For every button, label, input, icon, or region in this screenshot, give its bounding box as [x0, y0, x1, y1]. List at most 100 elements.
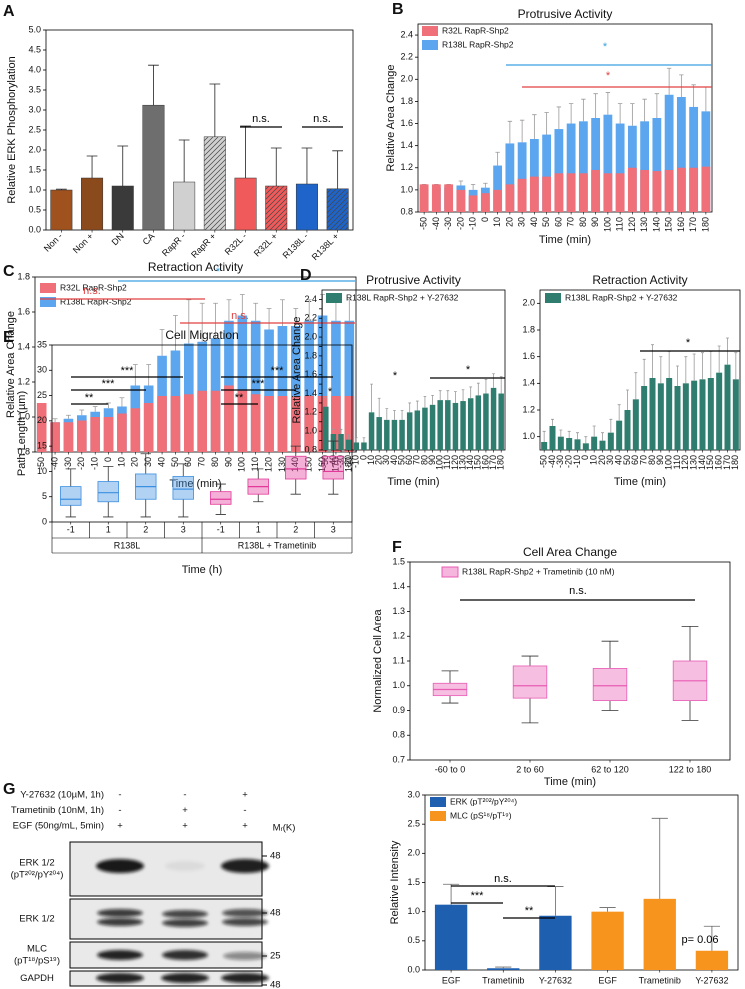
bar — [467, 398, 474, 450]
x-tick-label: Y-27632 — [539, 975, 572, 985]
error-bar — [119, 397, 125, 407]
y-tick-label: 1.2 — [522, 404, 535, 414]
error-bar — [52, 418, 58, 423]
y-tick-label: 3.5 — [28, 84, 41, 94]
bar — [701, 111, 711, 212]
bar — [50, 189, 73, 231]
error-bar — [159, 329, 165, 356]
x-tick-label: 110 — [250, 457, 260, 471]
error-bar — [599, 907, 616, 912]
error-bar — [666, 67, 672, 95]
bar — [468, 195, 478, 212]
annotation: ** — [525, 905, 534, 917]
x-tick-label: 10 — [589, 455, 599, 465]
x-tick-label: 180 — [700, 217, 710, 232]
error-bar — [339, 428, 343, 434]
x-tick-label: 120 — [263, 457, 273, 472]
y-tick-label: 2.0 — [407, 848, 420, 858]
treatment-sign: - — [118, 805, 121, 816]
error-bar — [495, 151, 500, 166]
error-bar — [483, 182, 488, 188]
bar — [643, 898, 676, 970]
error-bar — [178, 139, 190, 182]
bar — [384, 419, 390, 450]
bar — [197, 390, 208, 452]
legend-swatch — [430, 811, 446, 821]
x-tick-label: 170 — [688, 217, 698, 232]
x-tick-label: 170 — [330, 457, 340, 472]
bar — [554, 129, 564, 212]
error-bar — [431, 395, 434, 405]
y-tick-label: 1.0 — [392, 680, 405, 690]
blot-row-label: (pT¹⁸/pS¹⁹) — [14, 956, 60, 967]
x-tick-label: -20 — [76, 457, 86, 470]
error-bar — [461, 389, 465, 402]
y-tick-label: 1.0 — [28, 184, 41, 194]
bar — [264, 396, 274, 452]
plot-frame — [34, 276, 357, 453]
bar — [326, 188, 349, 231]
y-tick-label: 2.5 — [28, 124, 41, 134]
bar — [399, 419, 405, 450]
y-tick-label: 2.4 — [304, 294, 317, 304]
y-tick-label: 1.2 — [17, 376, 30, 386]
y-tick-label: 1.4 — [400, 140, 413, 150]
bar — [591, 118, 601, 212]
bar — [361, 442, 367, 450]
bar — [574, 439, 581, 450]
x-tick-label: -1 — [67, 524, 75, 534]
legend-label: ERK (pT²⁰²/pY²⁰⁴) — [450, 796, 517, 806]
chart: 0.0 0.5 1.0 1.5 2.0 2.5 3.0 3.5 4.0 4.5 5.0 Relativ… — [6, 24, 354, 262]
error-bar — [86, 155, 98, 178]
error-bar — [79, 409, 85, 416]
x-axis-label: Time (h) — [182, 564, 223, 576]
box — [592, 668, 628, 701]
bar — [607, 432, 614, 450]
x-tick-label: 20 — [504, 217, 514, 227]
x-tick-label: 140 — [651, 217, 661, 232]
bar — [81, 177, 104, 231]
treatment-sign: - — [243, 805, 246, 816]
bar — [657, 383, 664, 450]
x-tick-label: 3 — [181, 524, 186, 534]
y-tick-label: 4.0 — [28, 64, 41, 74]
bar — [640, 121, 650, 212]
panel-letter: A — [3, 3, 15, 20]
annotation: * — [393, 370, 398, 382]
bar — [130, 408, 141, 452]
x-tick-label: 150 — [473, 455, 483, 470]
annotation: n.s. — [252, 113, 270, 125]
error-bar — [717, 345, 721, 373]
bar — [493, 189, 503, 212]
treatment-sign: + — [182, 805, 188, 816]
error-bar — [132, 364, 138, 386]
x-tick-label: 40 — [614, 455, 624, 465]
bar — [505, 143, 515, 212]
y-tick-label: 0.0 — [407, 964, 420, 974]
y-tick-label: 1.1 — [392, 655, 405, 665]
whisker — [140, 453, 151, 518]
annotation: n.s. — [313, 113, 331, 125]
mr-label: Mᵣ(K) — [273, 823, 296, 834]
blot-band — [222, 909, 268, 917]
legend-label: R138L RapR-Shp2 — [60, 296, 132, 306]
y-tick-label: 5.0 — [28, 24, 41, 34]
x-tick-label: 160 — [714, 455, 724, 470]
whisker — [103, 465, 114, 518]
annotation: n.s. — [231, 310, 249, 322]
annotation: *** — [102, 378, 116, 390]
x-tick-label: 50 — [622, 455, 632, 465]
error-bar — [734, 352, 738, 380]
bar — [142, 104, 165, 231]
bar — [487, 968, 520, 970]
y-tick-label: 35 — [37, 339, 47, 349]
annotation: ** — [235, 392, 244, 404]
blot-row-label: GAPDH — [20, 973, 54, 984]
annotation: * — [466, 364, 471, 376]
bar — [183, 394, 194, 452]
bar — [640, 169, 650, 212]
annotation: n.s. — [569, 585, 587, 597]
whisker — [441, 670, 459, 704]
bar — [632, 399, 639, 450]
y-tick-label: 1.5 — [407, 877, 420, 887]
